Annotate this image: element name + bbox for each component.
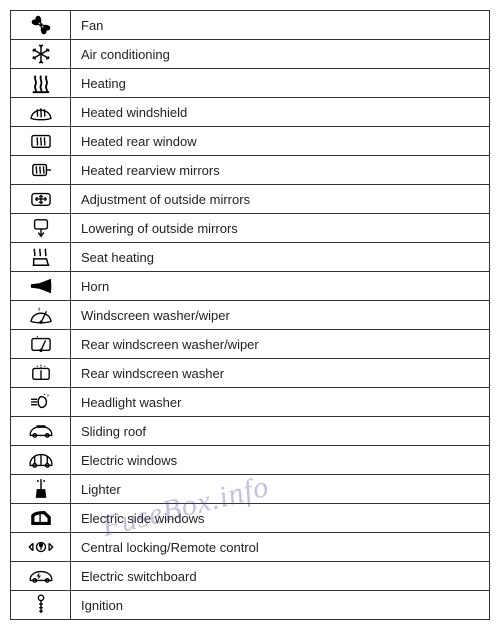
lower-mirror-icon bbox=[11, 214, 71, 243]
symbol-label: Lowering of outside mirrors bbox=[71, 214, 490, 243]
heat-waves-icon bbox=[11, 69, 71, 98]
symbol-label: Electric side windows bbox=[71, 504, 490, 533]
table-row: Sliding roof bbox=[11, 417, 490, 446]
symbol-label: Heated rear window bbox=[71, 127, 490, 156]
table-row: Heated rear window bbox=[11, 127, 490, 156]
headlight-washer-icon bbox=[11, 388, 71, 417]
symbol-label: Air conditioning bbox=[71, 40, 490, 69]
sliding-roof-icon bbox=[11, 417, 71, 446]
table-row: Rear windscreen washer/wiper bbox=[11, 330, 490, 359]
central-lock-icon bbox=[11, 533, 71, 562]
table-row: Lowering of outside mirrors bbox=[11, 214, 490, 243]
snowflake-icon bbox=[11, 40, 71, 69]
wiper-icon bbox=[11, 301, 71, 330]
symbol-label: Ignition bbox=[71, 591, 490, 620]
symbol-label: Heated windshield bbox=[71, 98, 490, 127]
symbol-label: Central locking/Remote control bbox=[71, 533, 490, 562]
symbol-label: Rear windscreen washer bbox=[71, 359, 490, 388]
symbol-label: Electric switchboard bbox=[71, 562, 490, 591]
table-row: Air conditioning bbox=[11, 40, 490, 69]
table-row: Headlight washer bbox=[11, 388, 490, 417]
symbol-label: Fan bbox=[71, 11, 490, 40]
table-row: Ignition bbox=[11, 591, 490, 620]
symbol-label: Horn bbox=[71, 272, 490, 301]
table-row: Fan bbox=[11, 11, 490, 40]
table-row: Horn bbox=[11, 272, 490, 301]
table-row: Electric side windows bbox=[11, 504, 490, 533]
symbol-label: Heating bbox=[71, 69, 490, 98]
adjust-mirror-icon bbox=[11, 185, 71, 214]
seat-heat-icon bbox=[11, 243, 71, 272]
heated-windshield-icon bbox=[11, 98, 71, 127]
side-windows-icon bbox=[11, 504, 71, 533]
symbol-label: Electric windows bbox=[71, 446, 490, 475]
symbol-label: Heated rearview mirrors bbox=[71, 156, 490, 185]
table-row: Adjustment of outside mirrors bbox=[11, 185, 490, 214]
switchboard-icon bbox=[11, 562, 71, 591]
symbol-label: Adjustment of outside mirrors bbox=[71, 185, 490, 214]
lighter-icon bbox=[11, 475, 71, 504]
heated-rear-icon bbox=[11, 127, 71, 156]
table-row: Heated windshield bbox=[11, 98, 490, 127]
symbol-label: Sliding roof bbox=[71, 417, 490, 446]
table-row: Electric windows bbox=[11, 446, 490, 475]
rear-wiper-icon bbox=[11, 330, 71, 359]
table-row: Lighter bbox=[11, 475, 490, 504]
symbol-label: Seat heating bbox=[71, 243, 490, 272]
table-row: Seat heating bbox=[11, 243, 490, 272]
table-row: Electric switchboard bbox=[11, 562, 490, 591]
symbol-label: Lighter bbox=[71, 475, 490, 504]
horn-icon bbox=[11, 272, 71, 301]
table-row: Rear windscreen washer bbox=[11, 359, 490, 388]
table-row: Heating bbox=[11, 69, 490, 98]
symbol-label: Rear windscreen washer/wiper bbox=[71, 330, 490, 359]
symbol-table: FanAir conditioningHeatingHeated windshi… bbox=[10, 10, 490, 620]
table-row: Central locking/Remote control bbox=[11, 533, 490, 562]
symbol-label: Windscreen washer/wiper bbox=[71, 301, 490, 330]
ignition-icon bbox=[11, 591, 71, 620]
table-row: Windscreen washer/wiper bbox=[11, 301, 490, 330]
electric-windows-icon bbox=[11, 446, 71, 475]
fan-icon bbox=[11, 11, 71, 40]
rear-washer-icon bbox=[11, 359, 71, 388]
table-row: Heated rearview mirrors bbox=[11, 156, 490, 185]
heated-mirror-icon bbox=[11, 156, 71, 185]
symbol-label: Headlight washer bbox=[71, 388, 490, 417]
